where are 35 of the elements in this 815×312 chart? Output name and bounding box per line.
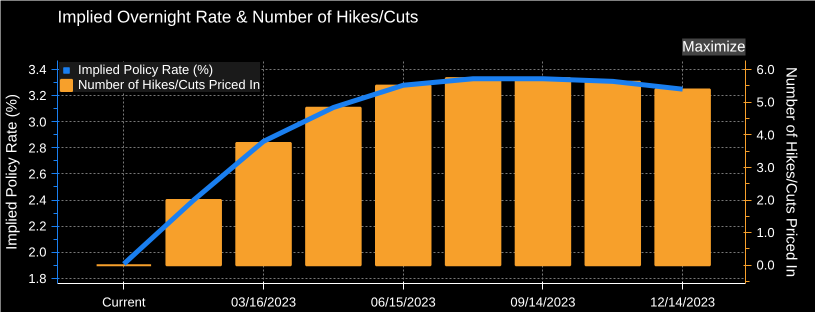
y-tick-label: 2.8 — [28, 140, 47, 156]
bar — [375, 84, 432, 266]
bar — [654, 88, 711, 266]
y2-tick-label: 1.0 — [756, 225, 775, 240]
x-tick-label: 03/16/2023 — [231, 294, 296, 310]
y2-tick-label: 2.0 — [756, 192, 775, 208]
x-tick-label: 06/15/2023 — [370, 294, 436, 310]
bar — [235, 142, 292, 266]
x-tick-label: 09/14/2023 — [510, 294, 576, 310]
text: Maximize — [682, 38, 746, 56]
chart-title: Implied Overnight Rate & Number of Hikes/Cuts — [58, 8, 418, 26]
y-axis-title: Implied Policy Rate (%) — [3, 94, 20, 250]
legend-label: Number of Hikes/Cuts Priced In — [78, 77, 260, 92]
bar — [514, 77, 572, 266]
bar — [584, 80, 642, 266]
y-tick-label: 3.0 — [28, 114, 47, 130]
y-tick-label: 1.8 — [28, 270, 47, 286]
y2-axis-title: Number of Hikes/Cuts Priced In — [782, 66, 800, 278]
bar — [165, 199, 222, 266]
y2-tick-label: 6.0 — [756, 62, 775, 78]
y-tick-label: 2.0 — [28, 244, 47, 260]
y-tick-label: 2.2 — [28, 218, 47, 234]
y2-tick-label: 3.0 — [756, 160, 775, 175]
y-tick-label: 2.6 — [28, 166, 47, 182]
x-tick-label: Current — [102, 294, 146, 310]
y2-tick-label: 4.0 — [756, 127, 775, 142]
y-tick-label: 3.2 — [28, 88, 47, 104]
y-tick-label: 2.4 — [28, 192, 47, 208]
x-tick-label: 12/14/2023 — [650, 294, 716, 310]
y2-tick-label: 5.0 — [756, 94, 775, 110]
y-tick-label: 3.4 — [28, 62, 47, 78]
bar — [305, 106, 362, 266]
y2-tick-label: 0.0 — [756, 258, 775, 273]
legend-label: Implied Policy Rate (%) — [78, 62, 214, 77]
bar — [444, 77, 502, 266]
